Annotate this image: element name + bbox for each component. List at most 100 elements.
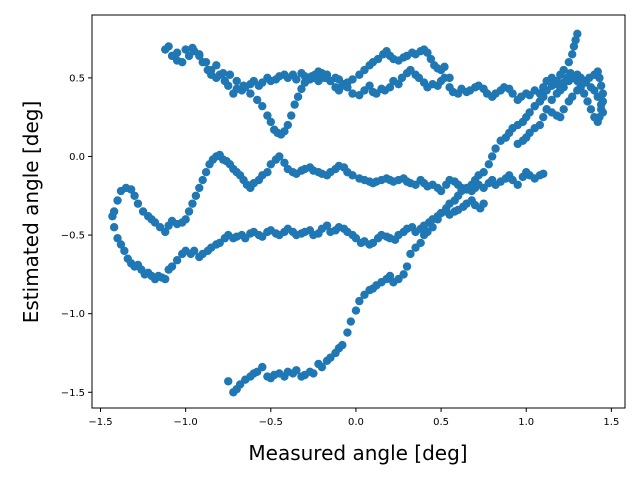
scatter-point (246, 89, 255, 98)
scatter-point (297, 84, 306, 94)
scatter-point (479, 199, 488, 208)
scatter-point (406, 249, 415, 259)
scatter-point (445, 73, 454, 83)
scatter-point (225, 70, 235, 79)
scatter-point (172, 48, 182, 57)
scatter-point (195, 183, 204, 193)
scatter-point (596, 81, 606, 90)
scatter-point (539, 92, 548, 101)
scatter-point (113, 234, 122, 243)
scatter-point (552, 76, 562, 86)
scatter-point (108, 212, 117, 221)
scatter-point (513, 180, 522, 189)
scatter-point (508, 89, 517, 98)
x-tick-label: 1.0 (518, 417, 534, 428)
scatter-point (513, 139, 522, 149)
scatter-point (201, 168, 211, 177)
scatter-point (266, 117, 275, 127)
scatter-point (556, 83, 565, 92)
scatter-point (348, 171, 357, 180)
scatter-point (402, 262, 412, 271)
scatter-point (568, 50, 577, 59)
scatter-point (164, 42, 173, 51)
scatter-point (385, 271, 395, 281)
scatter-point (579, 89, 589, 98)
scatter-point (309, 369, 318, 378)
scatter-point (428, 223, 437, 232)
scatter-point (239, 81, 248, 90)
scatter-point (326, 76, 335, 86)
scatter-point (292, 366, 301, 375)
scatter-point (568, 92, 577, 101)
x-axis-ticks: −1.5 −1.0 −0.5 0.0 0.5 1.0 1.5 (88, 408, 619, 428)
scatter-point (191, 191, 201, 200)
scatter-point (542, 105, 551, 114)
scatter-point (161, 227, 170, 237)
scatter-point (416, 238, 425, 248)
scatter-point (598, 89, 608, 98)
scatter-point (275, 152, 284, 161)
scatter-point (252, 95, 262, 105)
scatter-point (355, 296, 364, 306)
scatter-point (525, 108, 534, 117)
scatter-point (564, 57, 574, 67)
x-tick-label: −0.5 (259, 417, 283, 428)
x-tick-label: 0.5 (433, 417, 449, 428)
scatter-point (559, 105, 568, 114)
scatter-point (343, 328, 352, 337)
scatter-point (172, 256, 182, 265)
x-tick-label: −1.5 (88, 417, 112, 428)
scatter-point (365, 81, 374, 90)
scatter-point (258, 101, 267, 111)
scatter-point (287, 111, 296, 120)
scatter-point (283, 120, 293, 130)
scatter-point (573, 29, 582, 39)
scatter-point (161, 274, 170, 284)
scatter-point (590, 112, 599, 122)
scatter-point (212, 61, 221, 70)
scatter-point (338, 340, 347, 350)
scatter-point (436, 186, 446, 196)
scatter-point (595, 73, 604, 83)
scatter-point (322, 221, 332, 230)
x-axis-label: Measured angle [deg] (248, 441, 467, 465)
scatter-point (491, 144, 500, 153)
scatter-point (484, 160, 493, 169)
x-tick-label: −1.0 (174, 417, 198, 428)
y-tick-label: 0.0 (69, 152, 85, 163)
scatter-point (479, 168, 488, 177)
scatter-point (590, 86, 599, 95)
scatter-point (263, 111, 272, 120)
scatter-point (133, 199, 143, 208)
scatter-point (109, 223, 119, 232)
scatter-point (280, 127, 289, 136)
scatter-point (198, 175, 207, 185)
scatter-point (178, 57, 187, 67)
scatter-point (189, 246, 199, 255)
scatter-point (126, 185, 136, 194)
scatter-point (423, 48, 432, 57)
scatter-point (188, 199, 197, 208)
scatter-point (593, 67, 602, 76)
scatter-point (552, 89, 562, 98)
scatter-point (113, 196, 122, 205)
x-tick-label: 0.0 (348, 417, 364, 428)
scatter-point (351, 306, 361, 315)
scatter-point (188, 43, 197, 53)
scatter-point (539, 169, 548, 178)
scatter-point (394, 79, 403, 89)
scatter-point (596, 105, 606, 114)
scatter-point (348, 75, 357, 84)
scatter-point (556, 112, 565, 122)
scatter-point (181, 215, 190, 224)
data-points (108, 29, 608, 397)
scatter-point (232, 76, 241, 86)
y-tick-label: −1.5 (61, 388, 85, 399)
scatter-point (201, 57, 211, 67)
scatter-point (280, 158, 289, 167)
scatter-point (263, 168, 272, 177)
scatter-point (571, 35, 580, 45)
scatter-point (586, 105, 596, 114)
scatter-point (598, 97, 608, 106)
